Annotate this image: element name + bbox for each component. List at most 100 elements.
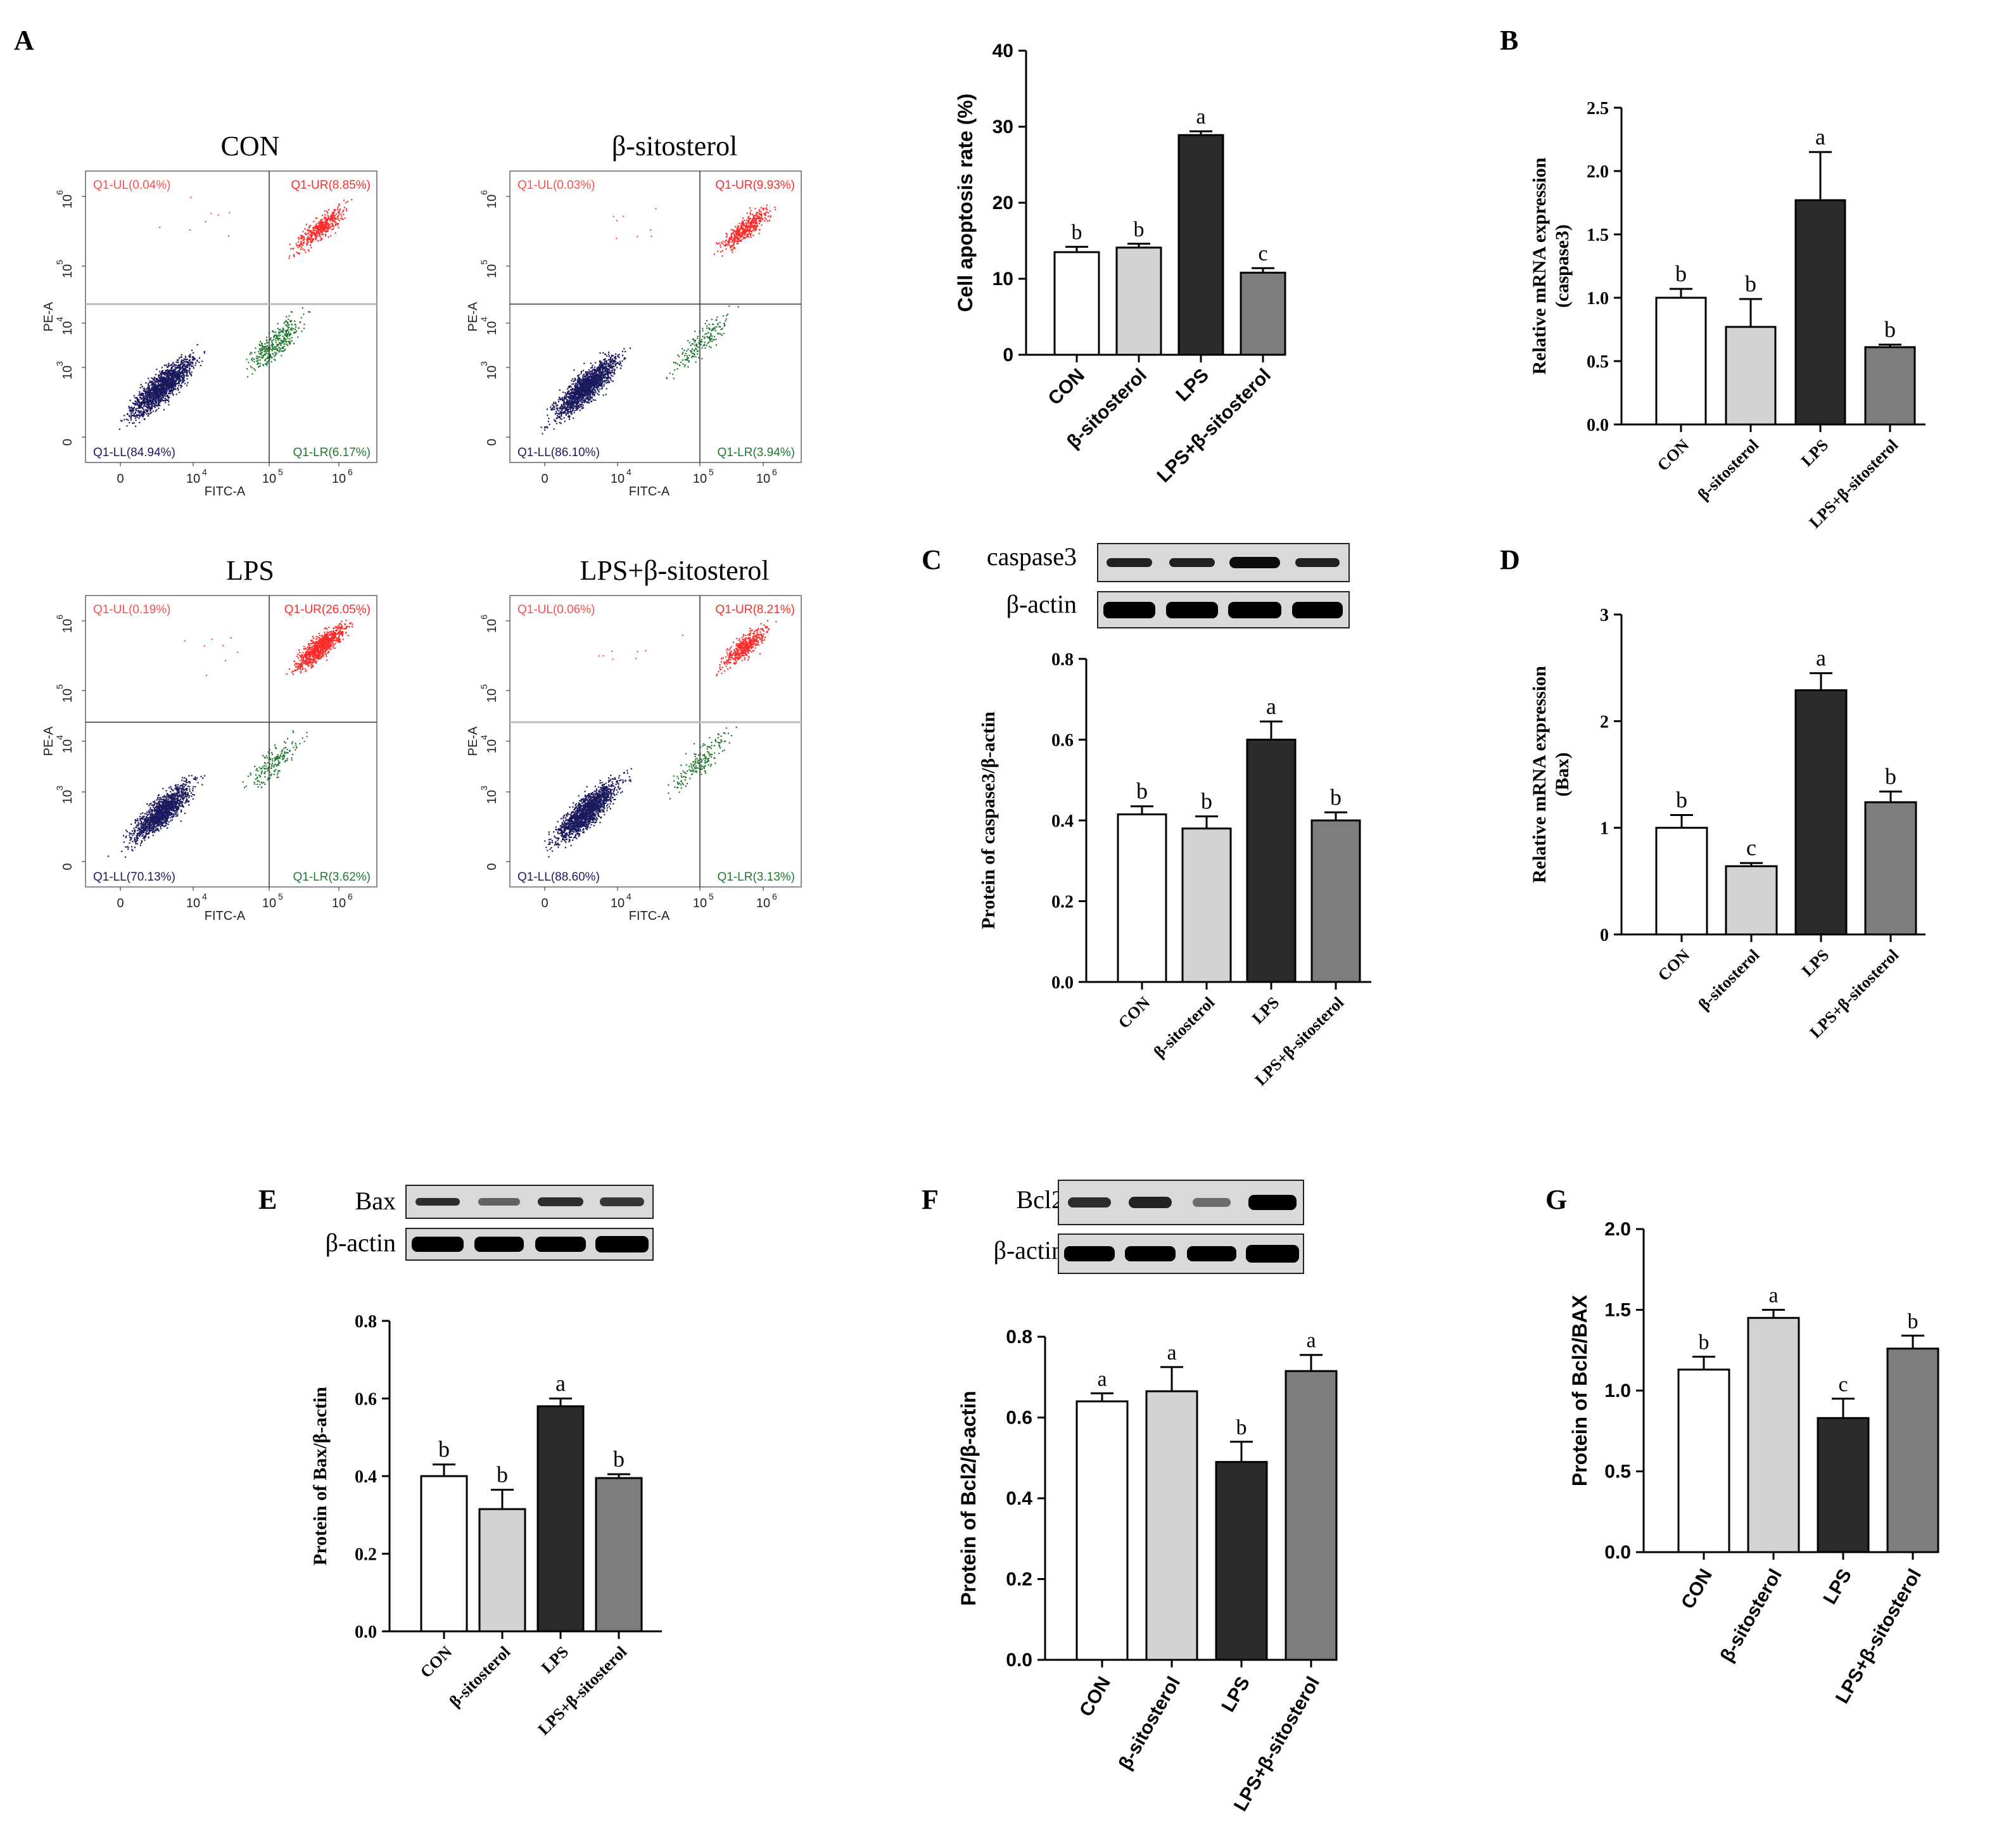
x-category-label: LPS xyxy=(1248,993,1283,1028)
bar xyxy=(1240,271,1286,356)
x-category-label: β-sitosterol xyxy=(1115,1673,1184,1773)
blot-band xyxy=(478,1198,520,1206)
panel-label-b: B xyxy=(1500,25,1519,56)
x-tick-label: 10 xyxy=(693,472,707,486)
significance-letter: a xyxy=(1768,1284,1778,1308)
blot-band xyxy=(1228,601,1281,618)
quadrant-label: Q1-LL(84.94%) xyxy=(93,446,175,459)
y-tick-label: 10 xyxy=(61,739,75,753)
y-tick-label: 0.8 xyxy=(1006,1327,1032,1348)
panel-label-d: D xyxy=(1500,544,1520,575)
x-category-label: LPS xyxy=(1798,436,1832,470)
x-tick-exponent: 6 xyxy=(348,467,353,477)
bar xyxy=(1177,134,1224,356)
blot-band xyxy=(1107,558,1153,567)
significance-letter: b xyxy=(1201,789,1212,814)
significance-letter: b xyxy=(1330,784,1342,810)
y-tick-label: 1.0 xyxy=(1587,289,1609,309)
bar xyxy=(420,1475,468,1633)
y-tick-label: 10 xyxy=(61,366,75,379)
bar xyxy=(478,1508,526,1633)
y-tick-label: 0.0 xyxy=(1051,973,1074,993)
blot-band xyxy=(1103,601,1156,618)
bar xyxy=(1886,1348,1939,1553)
wb-c-control-label: β-actin xyxy=(1006,590,1077,618)
x-category-label: CON xyxy=(1044,365,1088,409)
flow-plot-title: LPS xyxy=(226,555,274,586)
bar xyxy=(536,1405,585,1633)
y-tick-label: 1.5 xyxy=(1587,226,1609,245)
y-tick-label: 0.4 xyxy=(1006,1488,1032,1509)
y-tick-exponent: 5 xyxy=(479,684,489,689)
blot-band xyxy=(1125,1246,1176,1261)
y-tick-label: 0.6 xyxy=(1006,1408,1032,1429)
western-blot-f: Bcl2 β-actin xyxy=(950,1180,1311,1275)
western-blot-c: caspase3 β-actin xyxy=(931,542,1362,637)
bar xyxy=(1215,1461,1268,1661)
y-tick-exponent: 6 xyxy=(54,615,65,620)
significance-letter: b xyxy=(1675,261,1687,286)
wb-c-protein-strip xyxy=(1097,543,1350,582)
x-category-label: LPS xyxy=(1819,1565,1856,1608)
y-tick-exponent: 3 xyxy=(54,786,65,791)
blot-band xyxy=(1291,601,1343,618)
panel-label-e: E xyxy=(258,1184,277,1215)
y-tick-label: 2 xyxy=(1600,712,1609,732)
blot-band xyxy=(1229,557,1280,568)
x-tick-label: 0 xyxy=(541,896,548,910)
quadrant-label: Q1-UL(0.04%) xyxy=(93,179,171,192)
y-tick-exponent: 3 xyxy=(479,361,489,366)
x-category-label: β-sitosterol xyxy=(1716,1565,1786,1666)
bar xyxy=(1655,296,1707,426)
y-axis-label: Protein of caspase3/β-actin xyxy=(978,711,999,929)
significance-letter: a xyxy=(1815,124,1825,150)
y-tick-exponent: 3 xyxy=(54,361,65,366)
y-tick-label: 0 xyxy=(485,438,499,445)
quadrant-label: Q1-UR(9.93%) xyxy=(715,179,795,192)
x-tick-exponent: 5 xyxy=(278,891,283,902)
significance-letter: b xyxy=(1236,1416,1247,1439)
y-tick-label: 0.6 xyxy=(355,1390,377,1410)
flow-plot-title: CON xyxy=(220,131,280,162)
x-tick-exponent: 4 xyxy=(202,891,207,902)
significance-letter: b xyxy=(497,1462,508,1487)
panel-label-c: C xyxy=(922,544,942,575)
blot-band xyxy=(1186,1246,1236,1261)
quadrant-label: Q1-UL(0.06%) xyxy=(517,603,595,616)
flow-dots xyxy=(108,613,362,858)
wb-c-protein-label: caspase3 xyxy=(986,542,1077,571)
y-tick-label: 0.5 xyxy=(1604,1462,1631,1482)
bar-chart-d: 0 1 2 3 Relative mRNA expression (Bax) b CON c β-… xyxy=(1529,606,1925,1042)
panel-label-a: A xyxy=(14,25,34,56)
bar xyxy=(1246,739,1297,983)
y-axis-label: Cell apoptosis rate (%) xyxy=(954,94,977,312)
y-tick-label: 10 xyxy=(993,269,1013,290)
y-tick-exponent: 3 xyxy=(479,786,489,791)
flow-scatter-plot: Q1-UL(0.04%) Q1-UR(8.85%) Q1-LL(84.94%) Q1-… xyxy=(42,170,377,499)
y-tick-label: 10 xyxy=(61,264,75,278)
y-tick-label: 0.8 xyxy=(355,1312,377,1332)
bar xyxy=(1117,813,1167,983)
y-tick-label: 3 xyxy=(1600,606,1609,625)
y-axis-label: Protein of Bcl2/β-actin xyxy=(957,1391,980,1606)
x-tick-label: 0 xyxy=(541,472,548,486)
x-tick-label: 10 xyxy=(262,896,276,910)
blot-band xyxy=(1245,1245,1299,1263)
y-tick-label: 0.4 xyxy=(355,1467,377,1487)
bar xyxy=(1053,251,1100,356)
flow-scatter-plot: Q1-UL(0.06%) Q1-UR(8.21%) Q1-LL(88.60%) Q1-… xyxy=(466,595,802,923)
x-category-label: CON xyxy=(1075,1673,1115,1720)
y-tick-exponent: 5 xyxy=(54,260,65,265)
x-tick-label: 10 xyxy=(756,472,770,486)
bar xyxy=(595,1477,643,1633)
y-tick-label: 10 xyxy=(485,689,499,703)
blot-band xyxy=(1295,558,1340,567)
x-category-label: LPS xyxy=(1172,365,1213,406)
blot-band xyxy=(474,1237,524,1252)
y-tick-label: 10 xyxy=(61,689,75,703)
bar xyxy=(1817,1417,1870,1553)
bar-chart-g: 0.0 0.5 1.0 1.5 2.0 Protein of Bcl2/BAX b CON a β… xyxy=(1568,1219,1939,1707)
significance-letter: a xyxy=(1816,646,1826,671)
wb-e-control-strip xyxy=(405,1228,654,1261)
x-tick-label: 10 xyxy=(186,896,200,910)
